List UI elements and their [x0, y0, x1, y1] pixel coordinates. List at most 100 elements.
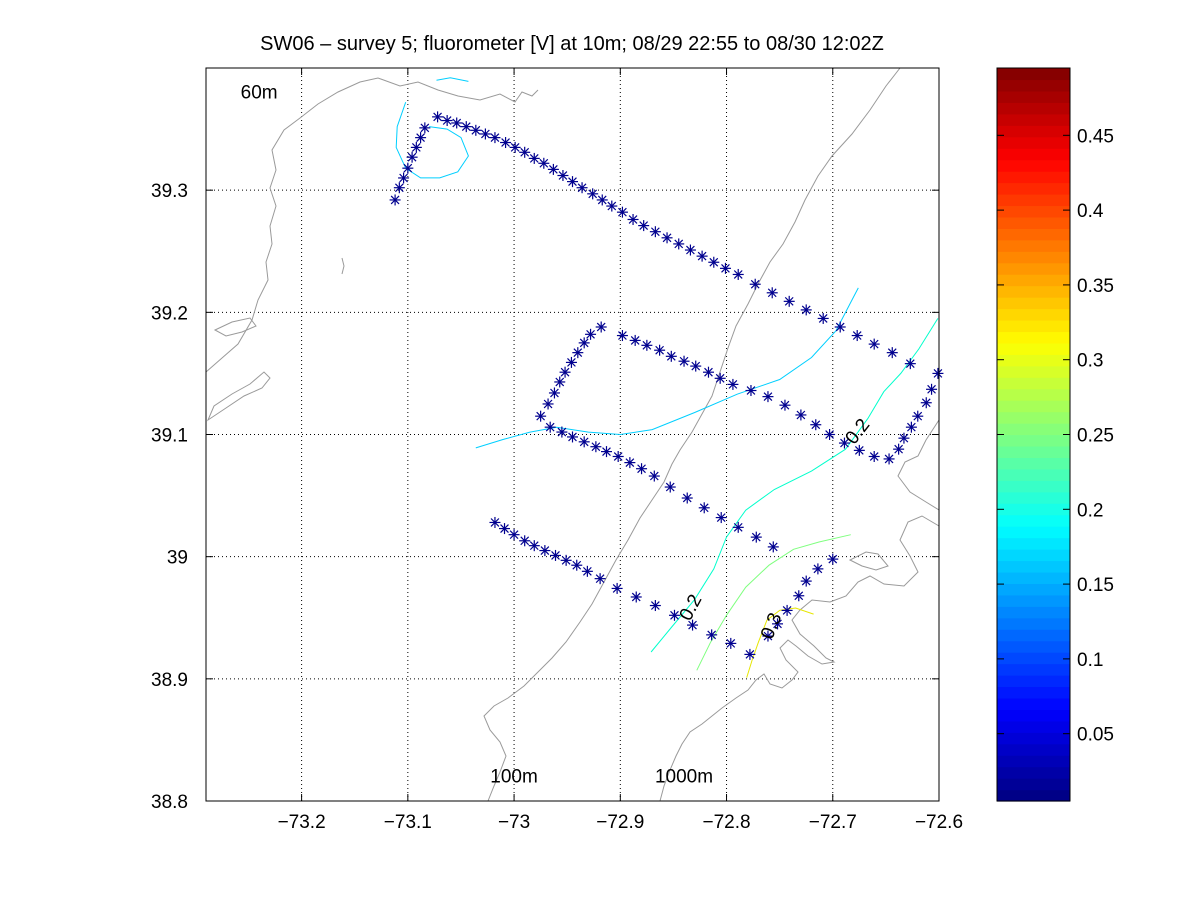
- x-tick-label: −72.6: [915, 812, 963, 833]
- station-marker: [725, 637, 737, 649]
- station-marker: [576, 182, 588, 194]
- colorbar-tick-label: 0.35: [1077, 276, 1114, 297]
- station-marker: [779, 399, 791, 411]
- station-marker: [567, 431, 578, 443]
- colorbar-segment: [997, 652, 1070, 665]
- colorbar-segment: [997, 526, 1070, 539]
- colorbar-tick-label: 0.2: [1077, 500, 1103, 521]
- station-marker: [441, 115, 453, 127]
- station-marker: [926, 383, 938, 395]
- colorbar-gradient: [997, 68, 1070, 802]
- colorbar-segment: [997, 411, 1070, 424]
- station-marker: [600, 446, 612, 458]
- station-marker: [886, 347, 898, 359]
- colorbar-segment: [997, 331, 1070, 344]
- contour-line-0_15: [436, 77, 469, 82]
- colorbar-segment: [997, 560, 1070, 573]
- station-marker: [578, 436, 590, 448]
- station-marker: [727, 378, 739, 390]
- colorbar-segment: [997, 102, 1070, 115]
- station-marker: [606, 200, 618, 212]
- station-marker: [654, 344, 666, 356]
- colorbar-segment: [997, 594, 1070, 607]
- colorbar-segment: [997, 480, 1070, 493]
- station-marker: [732, 521, 744, 533]
- station-marker: [415, 132, 427, 144]
- station-marker: [538, 157, 550, 169]
- station-marker: [629, 334, 641, 346]
- station-marker: [611, 582, 623, 594]
- colorbar-segment: [997, 79, 1070, 92]
- station-marker: [912, 410, 924, 422]
- station-marker: [572, 347, 584, 359]
- colorbar-segment: [997, 732, 1070, 745]
- colorbar-segment: [997, 262, 1070, 275]
- station-marker: [594, 573, 606, 585]
- station-marker: [554, 376, 566, 388]
- x-tick-label: −73.2: [278, 812, 326, 833]
- station-marker: [793, 590, 805, 602]
- station-marker: [544, 421, 556, 433]
- colorbar-segment: [997, 171, 1070, 184]
- station-marker: [696, 250, 708, 262]
- station-marker: [824, 429, 836, 440]
- station-marker: [565, 356, 577, 368]
- station-marker: [489, 516, 501, 528]
- x-tick-label: −72.8: [702, 812, 750, 833]
- x-tick-label: −72.7: [809, 812, 857, 833]
- station-marker: [783, 295, 795, 307]
- station-marker: [479, 128, 491, 140]
- colorbar-segment: [997, 136, 1070, 149]
- station-marker: [528, 540, 540, 552]
- colorbar-segment: [997, 251, 1070, 264]
- colorbar-segment: [997, 697, 1070, 710]
- colorbar-segment: [997, 377, 1070, 390]
- colorbar-segment: [997, 503, 1070, 516]
- colorbar-segment: [997, 468, 1070, 481]
- station-marker: [393, 182, 405, 194]
- isobath-1000m-line: [659, 419, 940, 802]
- y-tick-label: 38.8: [151, 792, 188, 813]
- isobath-label: 100m: [490, 767, 538, 788]
- station-marker: [649, 600, 661, 612]
- colorbar-segment: [997, 113, 1070, 126]
- colorbar-tick-label: 0.3: [1077, 351, 1103, 372]
- station-marker: [624, 457, 636, 469]
- station-marker: [508, 529, 520, 541]
- colorbar-segment: [997, 686, 1070, 699]
- station-marker: [460, 121, 472, 133]
- contour-line-0_15: [475, 287, 859, 449]
- station-marker: [800, 575, 812, 587]
- station-marker: [406, 151, 418, 163]
- contour-line-0_15: [395, 102, 469, 179]
- station-marker: [587, 188, 599, 200]
- isobath-label: 60m: [241, 83, 278, 104]
- station-marker: [595, 321, 607, 333]
- station-marker: [744, 648, 756, 660]
- station-marker: [489, 132, 501, 144]
- y-tick-label: 39.1: [151, 426, 188, 447]
- station-marker: [932, 367, 944, 379]
- colorbar-segment: [997, 571, 1070, 584]
- colorbar-segment: [997, 205, 1070, 218]
- station-marker: [641, 339, 653, 351]
- station-marker: [772, 618, 784, 630]
- x-tick-label: −72.9: [596, 812, 644, 833]
- fluorometer-contours: [395, 77, 939, 678]
- colorbar-segment: [997, 629, 1070, 642]
- isobath-60m-line: [205, 77, 539, 373]
- colorbar-segment: [997, 308, 1070, 321]
- station-marker: [812, 563, 824, 575]
- station-marker: [665, 350, 677, 362]
- colorbar-segment: [997, 640, 1070, 653]
- colorbar-segment: [997, 342, 1070, 355]
- colorbar-segment: [997, 514, 1070, 527]
- station-marker: [715, 512, 727, 524]
- colorbar-tick-label: 0.4: [1077, 201, 1104, 222]
- station-marker: [762, 630, 774, 642]
- station-marker: [904, 358, 916, 370]
- colorbar-tick-label: 0.1: [1077, 650, 1103, 671]
- station-marker: [681, 492, 693, 504]
- colorbar-ticks: 0.05 0.1 0.15 0.2 0.25 0.3 0.35 0.4 0.45: [997, 126, 1114, 746]
- station-marker: [745, 385, 757, 397]
